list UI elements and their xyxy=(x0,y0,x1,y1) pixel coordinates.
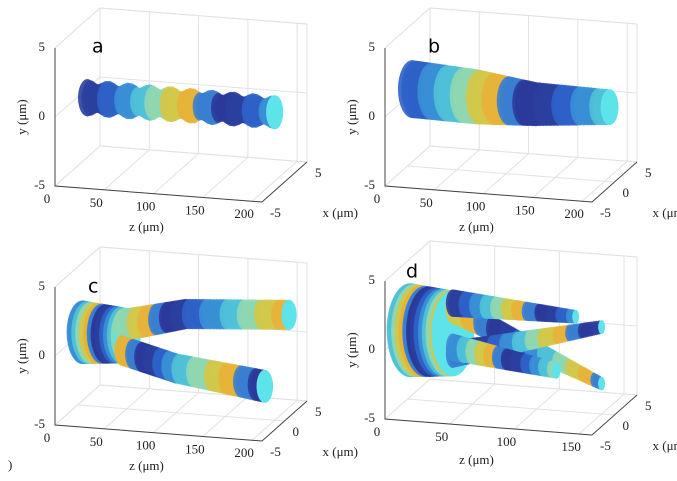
grid-line xyxy=(78,405,285,421)
y-axis-label: y (μm) xyxy=(344,99,359,135)
panel-label: a xyxy=(92,36,104,58)
z-tick-label: 200 xyxy=(564,206,584,221)
y-axis-label: y (μm) xyxy=(344,332,359,368)
z-tick-label: 100 xyxy=(466,199,486,214)
z-tick-label: 50 xyxy=(90,195,103,210)
y-tick-label: 5 xyxy=(39,39,46,54)
surface-patch xyxy=(281,300,296,330)
z-tick-label: 150 xyxy=(561,439,581,454)
panel-label: c xyxy=(88,276,98,298)
z-tick-label: 0 xyxy=(374,191,381,206)
x-tick-label: 0 xyxy=(623,185,630,200)
surface-patch xyxy=(257,370,274,403)
grid-line xyxy=(203,258,248,436)
grid-line xyxy=(430,379,637,395)
surface-patch xyxy=(601,89,619,125)
stray-text: ) xyxy=(8,457,12,472)
y-tick-label: 0 xyxy=(369,341,376,356)
grid-line xyxy=(100,146,307,162)
z-tick-label: 0 xyxy=(44,430,51,445)
z-tick-label: 0 xyxy=(44,191,51,206)
surface-patch xyxy=(266,95,283,129)
grid-line xyxy=(408,399,615,415)
grid-line xyxy=(408,166,615,182)
y-axis-label: y (μm) xyxy=(14,99,29,135)
y-tick-label: 5 xyxy=(39,278,46,293)
z-tick-label: 50 xyxy=(90,434,103,449)
y-tick-label: 0 xyxy=(369,108,376,123)
panel-label: d xyxy=(406,261,418,283)
y-tick-label: -5 xyxy=(364,177,375,192)
panel-label: b xyxy=(428,36,440,58)
grid-line xyxy=(252,262,297,440)
z-tick-label: 200 xyxy=(234,206,254,221)
z-tick-label: 150 xyxy=(185,202,205,217)
z-tick-label: 100 xyxy=(497,434,517,449)
x-tick-label: 0 xyxy=(293,424,300,439)
x-tick-label: -5 xyxy=(270,205,281,220)
z-tick-label: 0 xyxy=(374,424,381,439)
y-axis-label: y (μm) xyxy=(14,338,29,374)
x-tick-label: 5 xyxy=(645,165,652,180)
y-tick-label: -5 xyxy=(34,416,45,431)
y-tick-label: 0 xyxy=(39,347,46,362)
z-axis-label: z (μm) xyxy=(459,219,494,234)
x-axis-label: x (μm) xyxy=(653,438,677,453)
x-tick-label: 5 xyxy=(315,165,322,180)
grid-line xyxy=(154,255,199,433)
z-axis-label: z (μm) xyxy=(129,458,164,473)
z-tick-label: 100 xyxy=(136,438,156,453)
x-tick-label: 0 xyxy=(623,418,630,433)
x-axis-label: x (μm) xyxy=(323,205,359,220)
y-tick-label: 5 xyxy=(369,39,376,54)
surface-patch xyxy=(572,310,579,324)
y-tick-label: 5 xyxy=(369,272,376,287)
y-tick-label: 0 xyxy=(39,108,46,123)
surface-patch xyxy=(552,362,560,379)
x-tick-label: -5 xyxy=(270,444,281,459)
grid-line xyxy=(579,256,624,434)
z-tick-label: 200 xyxy=(234,445,254,460)
x-tick-label: 5 xyxy=(645,398,652,413)
z-axis-label: z (μm) xyxy=(129,219,164,234)
x-axis-label: x (μm) xyxy=(323,444,359,459)
z-tick-label: 150 xyxy=(185,441,205,456)
z-axis-label: z (μm) xyxy=(459,452,494,467)
z-tick-label: 50 xyxy=(420,195,433,210)
z-tick-label: 150 xyxy=(515,202,535,217)
z-tick-label: 50 xyxy=(435,429,448,444)
x-tick-label: 5 xyxy=(315,404,322,419)
figure: ) -505050100150200-55z (μm)x (μm)y (μm)a… xyxy=(0,0,677,481)
surface-patch xyxy=(598,320,605,334)
z-tick-label: 100 xyxy=(136,199,156,214)
y-tick-label: -5 xyxy=(364,410,375,425)
x-tick-label: -5 xyxy=(600,438,611,453)
x-tick-label: -5 xyxy=(600,205,611,220)
x-axis-label: x (μm) xyxy=(653,205,677,220)
y-tick-label: -5 xyxy=(34,177,45,192)
surface-patch xyxy=(598,377,605,391)
grid-line xyxy=(430,146,637,162)
